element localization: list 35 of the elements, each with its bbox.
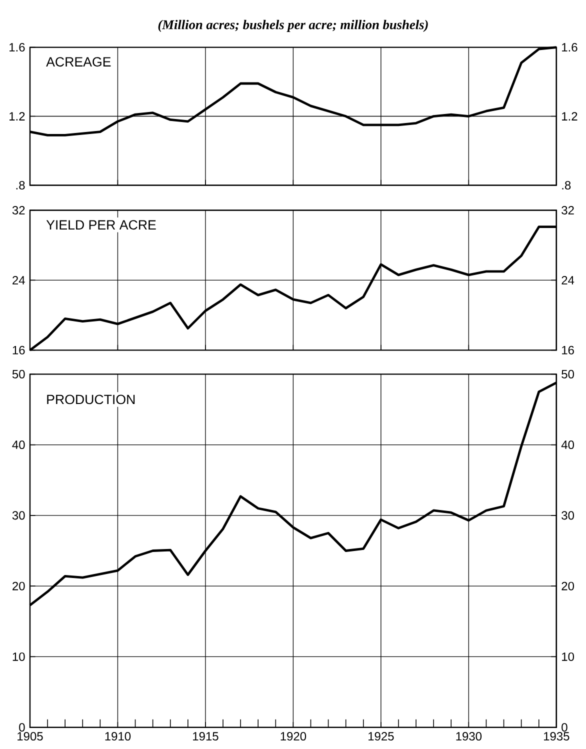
x-tick-label: 1920 <box>280 732 306 741</box>
y-tick-label: 24 <box>12 276 25 284</box>
y2-tick-label: 1.6 <box>562 43 578 52</box>
text: PRODUCTION <box>46 394 134 404</box>
y-tick-label: 40 <box>12 440 25 450</box>
y-tick-label: 0 <box>18 723 25 732</box>
y2-tick-label: 50 <box>561 370 574 378</box>
y2-tick-label: .8 <box>562 180 570 190</box>
y2-tick-label: 10 <box>562 652 574 661</box>
y-tick-label: 1.2 <box>9 112 24 120</box>
y-tick-label: 16 <box>12 346 25 354</box>
y2-tick-label: 0 <box>561 723 568 732</box>
y2-tick-label: 40 <box>561 440 574 450</box>
y-tick-label: 32 <box>12 206 24 214</box>
x-tick-label: 1930 <box>456 732 482 741</box>
y-tick-label: .8 <box>16 180 25 190</box>
y2-tick-label: 1.2 <box>562 112 577 120</box>
y2-tick-label: 24 <box>562 276 574 284</box>
text: YIELD PER ACRE <box>46 220 156 230</box>
y-tick-label: 50 <box>12 370 25 378</box>
text: ACREAGE <box>46 57 110 67</box>
x-tick-label: 1910 <box>105 732 130 741</box>
x-tick-label: 1925 <box>368 732 394 741</box>
x-tick-label: 1935 <box>544 732 570 741</box>
y2-tick-label: 32 <box>561 206 574 214</box>
y-tick-label: 30 <box>12 511 25 520</box>
y-tick-label: 20 <box>12 582 25 590</box>
text: (Million acres; bushels per acre; million bushels) <box>158 20 428 32</box>
y2-tick-label: 16 <box>562 346 574 354</box>
x-tick-label: 1915 <box>192 732 218 741</box>
x-tick-label: 1905 <box>17 732 43 741</box>
y2-tick-label: 20 <box>562 582 574 590</box>
y-tick-label: 1.6 <box>9 43 25 52</box>
y-tick-label: 10 <box>12 652 25 661</box>
y2-tick-label: 30 <box>561 511 574 520</box>
